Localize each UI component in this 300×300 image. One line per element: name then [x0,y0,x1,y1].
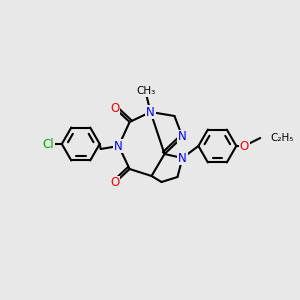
Text: CH₃: CH₃ [136,86,155,96]
Text: O: O [110,101,119,115]
Text: Cl: Cl [42,137,54,151]
Text: N: N [178,130,187,143]
Text: N: N [114,140,123,152]
Text: N: N [146,106,155,118]
Text: N: N [178,152,187,164]
Text: O: O [240,140,249,152]
Text: C₂H₅: C₂H₅ [270,133,294,143]
Text: O: O [110,176,119,190]
